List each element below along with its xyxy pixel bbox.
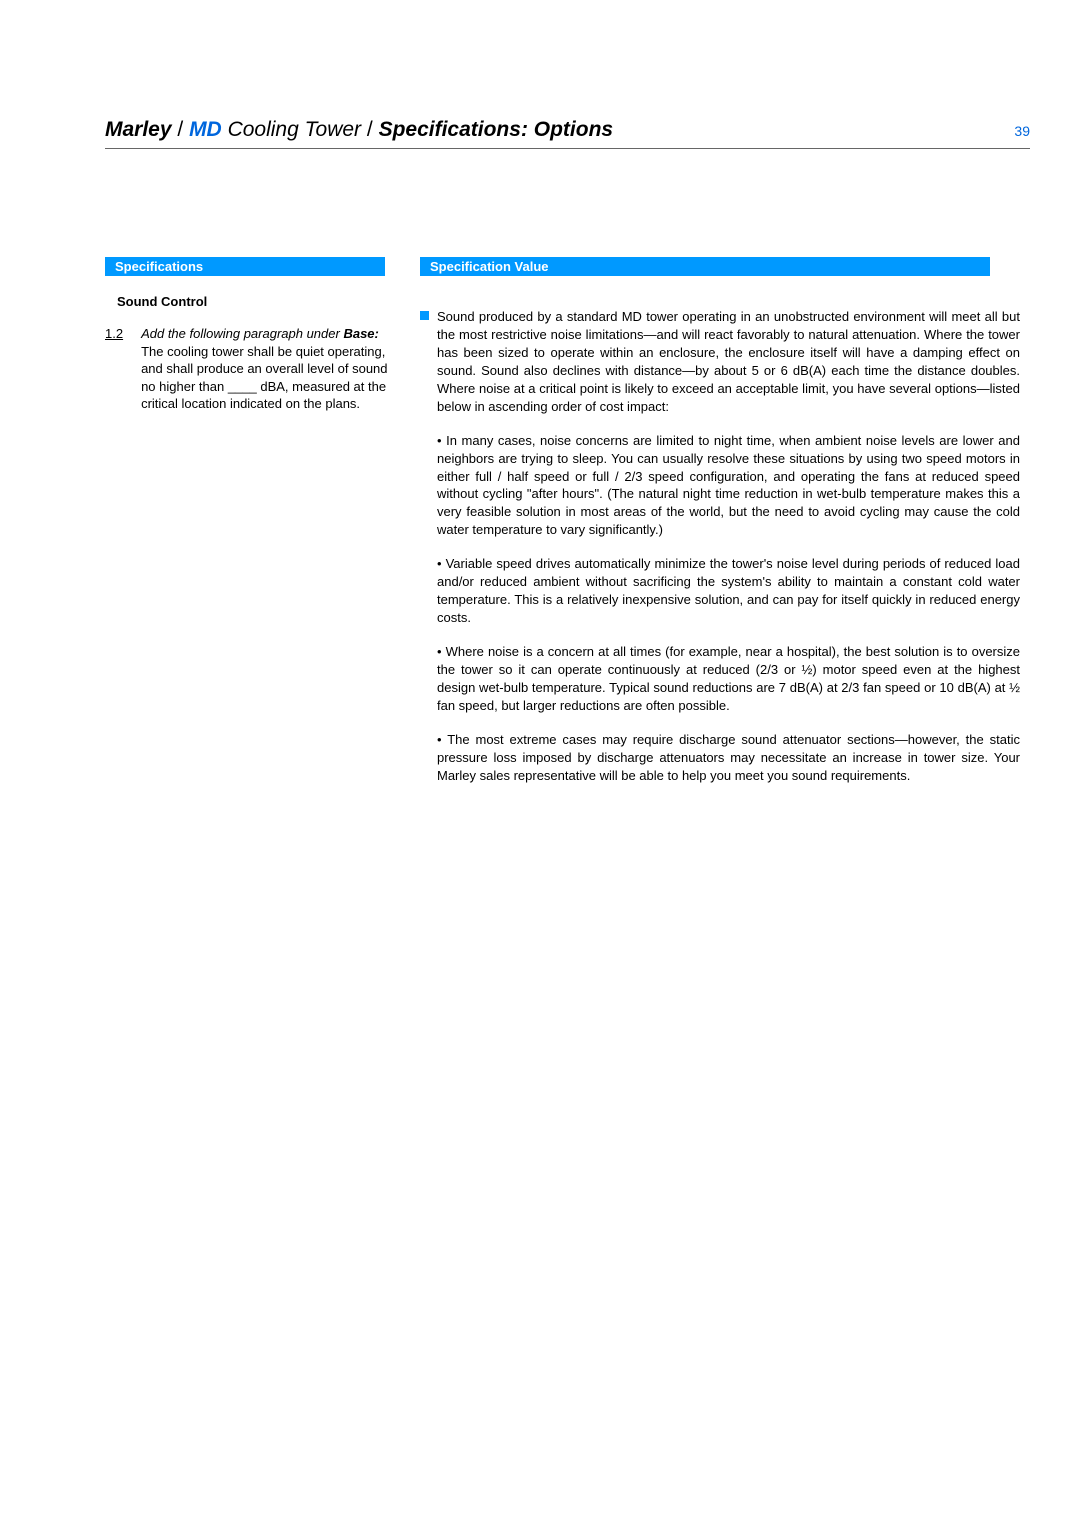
value-bullet-item: • Where noise is a concern at all times … [437,643,1030,715]
base-label: Base: [343,326,378,341]
specifications-column: Specifications Sound Control 1.2 Add the… [105,257,420,801]
specifications-bar: Specifications [105,257,385,276]
brand-name: Marley [105,118,172,141]
content-area: Specifications Sound Control 1.2 Add the… [0,149,1080,801]
model-name: MD [189,118,222,141]
header-title: Marley / MD Cooling Tower / Specificatio… [105,118,613,142]
page-header: Marley / MD Cooling Tower / Specificatio… [0,0,1080,142]
specification-value-bar: Specification Value [420,257,990,276]
subsection-title: Sound Control [117,294,410,309]
page-number: 39 [1014,123,1030,139]
separator: / [361,118,379,141]
value-bullet-item: • The most extreme cases may require dis… [437,731,1030,785]
specification-value-column: Specification Value Sound produced by a … [420,257,1030,801]
spec-body: The cooling tower shall be quiet operati… [141,344,387,412]
value-intro-block: Sound produced by a standard MD tower op… [420,308,1030,416]
spec-title: Specifications: Options [379,118,614,141]
value-bullet-item: • Variable speed drives automatically mi… [437,555,1030,627]
spec-item-text: Add the following paragraph under Base: … [141,325,388,413]
value-intro-text: Sound produced by a standard MD tower op… [437,308,1020,416]
spec-item-number: 1.2 [105,325,123,413]
value-bullet-item: • In many cases, noise concerns are limi… [437,432,1030,540]
square-bullet-icon [420,311,429,320]
spec-item: 1.2 Add the following paragraph under Ba… [105,325,410,413]
product-name: Cooling Tower [222,118,361,141]
separator: / [172,118,190,141]
spec-instruction: Add the following paragraph under [141,326,343,341]
